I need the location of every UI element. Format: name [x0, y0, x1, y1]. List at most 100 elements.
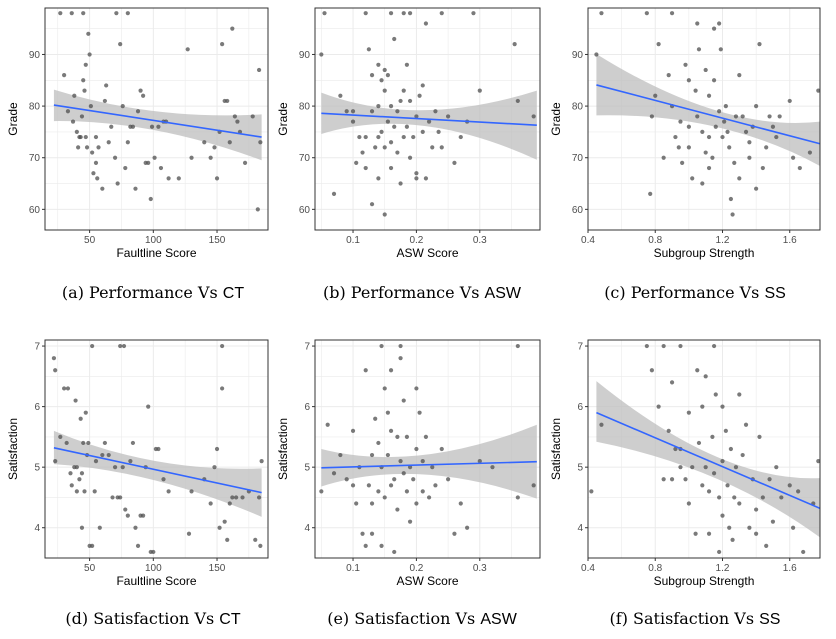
- confidence-band: [596, 53, 820, 166]
- data-point: [250, 114, 255, 119]
- data-point: [92, 489, 97, 494]
- data-point: [787, 98, 792, 104]
- x-tick-label: 0.2: [409, 235, 423, 246]
- plot-frame: [44, 339, 269, 559]
- panel-a: 50 100 150 60 70 80 90 Faultline Score Grade: [6, 7, 269, 260]
- data-point: [388, 140, 394, 145]
- data-point: [253, 537, 258, 542]
- data-point: [423, 21, 429, 26]
- panel-f: 0.4 0.8 1.2 1.6 4 5 6 7 Subgroup Strength Satisfa…: [549, 339, 821, 588]
- data-point: [112, 155, 118, 160]
- data-point: [710, 434, 715, 439]
- caption-c: (c) Performance Vs SS: [560, 283, 830, 303]
- data-point: [653, 93, 658, 98]
- x-tick-label: 0.1: [346, 563, 360, 574]
- data-point: [417, 93, 422, 98]
- data-point: [395, 109, 400, 114]
- x-tick-label: 0.3: [473, 563, 487, 574]
- data-point: [93, 459, 99, 464]
- y-tick-label: 5: [304, 463, 310, 474]
- data-point: [58, 11, 63, 16]
- data-point: [344, 477, 349, 482]
- data-point: [87, 52, 92, 57]
- caption-f: (f) Satisfaction Vs SS: [560, 609, 830, 629]
- x-tick-label: 150: [209, 235, 226, 246]
- data-point: [711, 78, 717, 83]
- x-tick-label: 1.6: [783, 235, 797, 246]
- data-points: [58, 11, 263, 212]
- data-point: [398, 343, 403, 349]
- data-point: [325, 422, 330, 427]
- data-point: [82, 88, 87, 93]
- caption-c-text: (c) Performance Vs: [604, 283, 765, 302]
- data-point: [373, 416, 378, 421]
- data-point: [706, 489, 712, 494]
- data-point: [79, 525, 85, 530]
- data-point: [728, 446, 733, 452]
- data-point: [439, 145, 444, 150]
- data-point: [395, 434, 400, 439]
- data-point: [720, 404, 725, 409]
- data-point: [700, 181, 705, 186]
- data-point: [91, 171, 96, 176]
- data-point: [366, 483, 371, 488]
- data-point: [121, 343, 127, 349]
- data-points: [319, 11, 536, 217]
- data-point: [696, 47, 702, 52]
- data-point: [382, 67, 387, 73]
- data-point: [401, 134, 406, 140]
- x-tick-label: 0.8: [648, 563, 662, 574]
- data-point: [331, 191, 337, 196]
- data-point: [420, 83, 425, 88]
- caption-b-text: (b) Performance Vs: [322, 283, 485, 302]
- data-point: [363, 165, 368, 171]
- data-point: [696, 440, 702, 446]
- data-point: [256, 67, 262, 73]
- data-points: [51, 343, 264, 555]
- data-point: [404, 489, 410, 494]
- caption-b: (b) Performance Vs ASW: [287, 283, 557, 303]
- data-point: [656, 42, 661, 47]
- data-points: [589, 343, 821, 555]
- y-tick-label: 60: [299, 205, 311, 216]
- data-points: [319, 343, 536, 555]
- data-point: [816, 88, 821, 93]
- data-point: [713, 392, 718, 397]
- data-point: [146, 160, 151, 165]
- data-point: [686, 78, 691, 83]
- data-point: [779, 495, 784, 500]
- data-point: [649, 368, 654, 373]
- data-point: [74, 465, 79, 470]
- y-tick-label: 7: [304, 342, 310, 353]
- panel-e: 0.1 0.2 0.3 4 5 6 7 ASW Score Satisfaction: [276, 339, 541, 588]
- data-point: [322, 11, 327, 16]
- data-point: [414, 446, 419, 452]
- y-tick-label: 90: [299, 50, 311, 61]
- data-point: [338, 93, 343, 98]
- data-point: [740, 452, 745, 458]
- data-point: [407, 155, 413, 160]
- data-point: [720, 459, 725, 464]
- data-point: [68, 471, 73, 476]
- data-point: [114, 11, 119, 16]
- y-axis-label: Satisfaction: [549, 418, 563, 480]
- regression-line: [321, 112, 537, 126]
- data-point: [392, 36, 397, 42]
- plot-frame: [314, 7, 541, 231]
- data-point: [722, 119, 727, 124]
- data-point: [648, 191, 653, 196]
- data-point: [376, 62, 381, 67]
- x-tick-label: 0.1: [346, 235, 360, 246]
- data-point: [747, 525, 752, 530]
- data-point: [407, 11, 413, 16]
- caption-e-term: ASW: [480, 611, 517, 628]
- data-point: [683, 62, 688, 67]
- data-point: [661, 477, 666, 482]
- data-point: [690, 176, 695, 181]
- data-point: [801, 549, 806, 555]
- data-point: [102, 98, 107, 104]
- data-point: [700, 129, 705, 135]
- data-point: [354, 501, 359, 506]
- data-point: [732, 160, 737, 165]
